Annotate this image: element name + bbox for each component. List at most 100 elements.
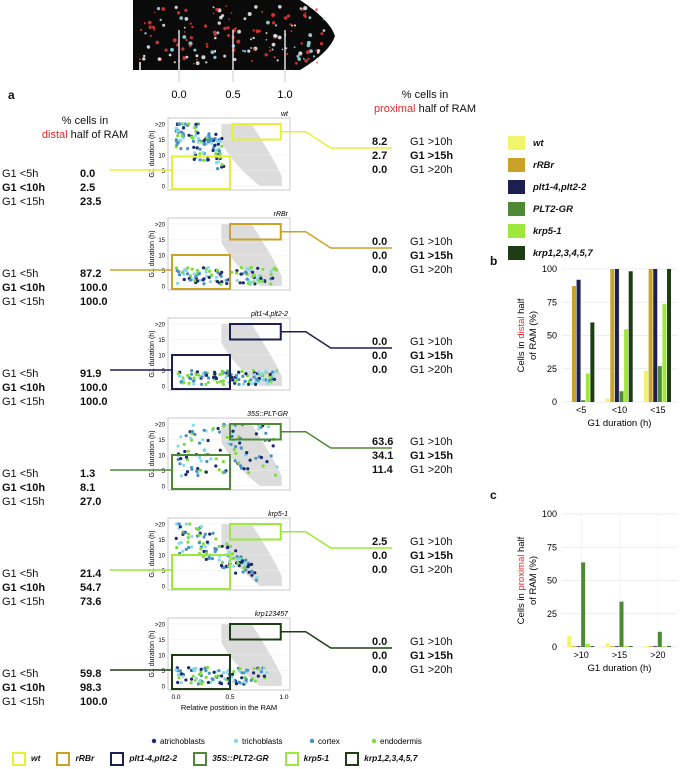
root-dot — [143, 22, 146, 25]
scatter-ylabel: G1 duration (h) — [149, 330, 156, 377]
cell-point — [232, 680, 236, 684]
cell-point — [234, 379, 238, 383]
cell-point — [188, 278, 192, 282]
cell-point — [255, 576, 259, 580]
cell-point — [195, 146, 199, 150]
cell-point — [214, 132, 218, 136]
cell-point — [274, 370, 278, 374]
cell-point — [235, 278, 239, 283]
cell-point — [213, 143, 217, 147]
distal-highlight: distal — [41, 129, 68, 141]
cell-point — [246, 467, 250, 471]
cell-point — [207, 556, 211, 560]
proximal-label-35S-0: G1 >10h — [410, 436, 453, 448]
cell-point — [269, 380, 273, 384]
root-dot — [310, 5, 314, 9]
root-dot — [153, 29, 155, 31]
cell-point — [192, 382, 196, 386]
cell-point — [249, 265, 253, 269]
root-dot — [212, 6, 215, 9]
cell-point — [238, 441, 242, 445]
scatter-ytick: 0 — [162, 485, 166, 491]
cell-point — [205, 136, 209, 140]
scatter-ytick: >20 — [155, 623, 166, 629]
bar — [653, 646, 658, 647]
cell-point — [245, 668, 249, 672]
cell-point — [197, 541, 201, 545]
cell-point — [174, 668, 178, 672]
distal-value-krp51-0: 21.4 — [80, 568, 102, 580]
cell-point — [266, 381, 270, 385]
distal-header: % cells in distal half of RAM — [41, 115, 129, 141]
cell-point — [204, 382, 208, 386]
cell-point — [202, 282, 206, 286]
root-dot — [237, 29, 242, 34]
bar — [619, 391, 624, 402]
cell-type-legend: atrichoblasts trichoblasts cortex endodermi… — [151, 737, 422, 746]
root-dot — [271, 13, 276, 17]
cell-point — [177, 541, 181, 546]
cell-point — [269, 454, 273, 458]
legend-label: wt — [533, 137, 544, 149]
cell-point — [220, 280, 224, 284]
cell-point — [219, 563, 224, 568]
legend-label: rRBr — [533, 159, 555, 171]
root-dot — [201, 55, 206, 60]
bar — [653, 269, 658, 402]
cell-point — [219, 682, 224, 686]
proximal-label-krp123457-0: G1 >10h — [410, 636, 453, 648]
cell-point — [218, 448, 222, 452]
bar-xtick: >20 — [650, 650, 665, 660]
cell-point — [187, 381, 191, 385]
cell-point — [239, 466, 244, 470]
root-axis-tick-1: 1.0 — [277, 89, 292, 101]
cell-point — [187, 122, 191, 126]
cell-point — [211, 148, 215, 153]
cell-point — [261, 377, 265, 382]
cell-point — [242, 566, 246, 570]
root-dot — [264, 53, 268, 57]
root-dot — [157, 57, 161, 61]
cell-point — [206, 438, 210, 443]
proximal-value-krp123457-2: 0.0 — [372, 664, 388, 676]
scatter-xtick: 0.5 — [225, 694, 234, 701]
scatter-title: 35S::PLT-GR — [247, 411, 288, 418]
scatter-title: plt1-4,plt2-2 — [250, 311, 288, 318]
cell-point — [195, 469, 199, 473]
cell-point — [176, 134, 180, 138]
cell-point — [199, 547, 203, 551]
bar-ytick: 100 — [542, 264, 557, 274]
cell-point — [211, 531, 215, 535]
legend-label: krp5-1 — [533, 225, 562, 237]
root-dot — [252, 48, 256, 51]
cell-point — [204, 270, 208, 274]
cell-point — [272, 377, 276, 381]
cell-point — [189, 677, 194, 681]
proximal-value-wt-1: 2.7 — [372, 150, 388, 162]
root-dot — [216, 31, 220, 35]
cell-point — [179, 474, 183, 478]
cell-point — [179, 147, 183, 151]
cell-legend-label: endodermis — [380, 737, 422, 746]
cell-point — [201, 151, 205, 155]
root-axis-tick-05: 0.5 — [225, 89, 240, 101]
cell-point — [215, 268, 219, 272]
cell-point — [240, 676, 244, 680]
cell-point — [238, 557, 242, 561]
root-dot — [183, 26, 186, 29]
root-dot — [298, 51, 303, 56]
proximal-header: % cells in proximal half of RAM — [373, 89, 477, 115]
cell-point — [190, 267, 194, 271]
cell-point — [214, 148, 219, 152]
scatter-ytick: 0 — [162, 185, 166, 191]
cell-point — [269, 282, 273, 286]
cell-point — [241, 559, 245, 563]
root-dot — [255, 29, 260, 34]
cell-point — [234, 549, 238, 553]
cell-point — [202, 549, 206, 554]
root-dot — [247, 49, 251, 53]
cell-point — [186, 540, 190, 544]
distal-value-rRBr-0: 87.2 — [80, 268, 102, 280]
cell-point — [179, 457, 183, 461]
root-dot — [273, 56, 276, 59]
